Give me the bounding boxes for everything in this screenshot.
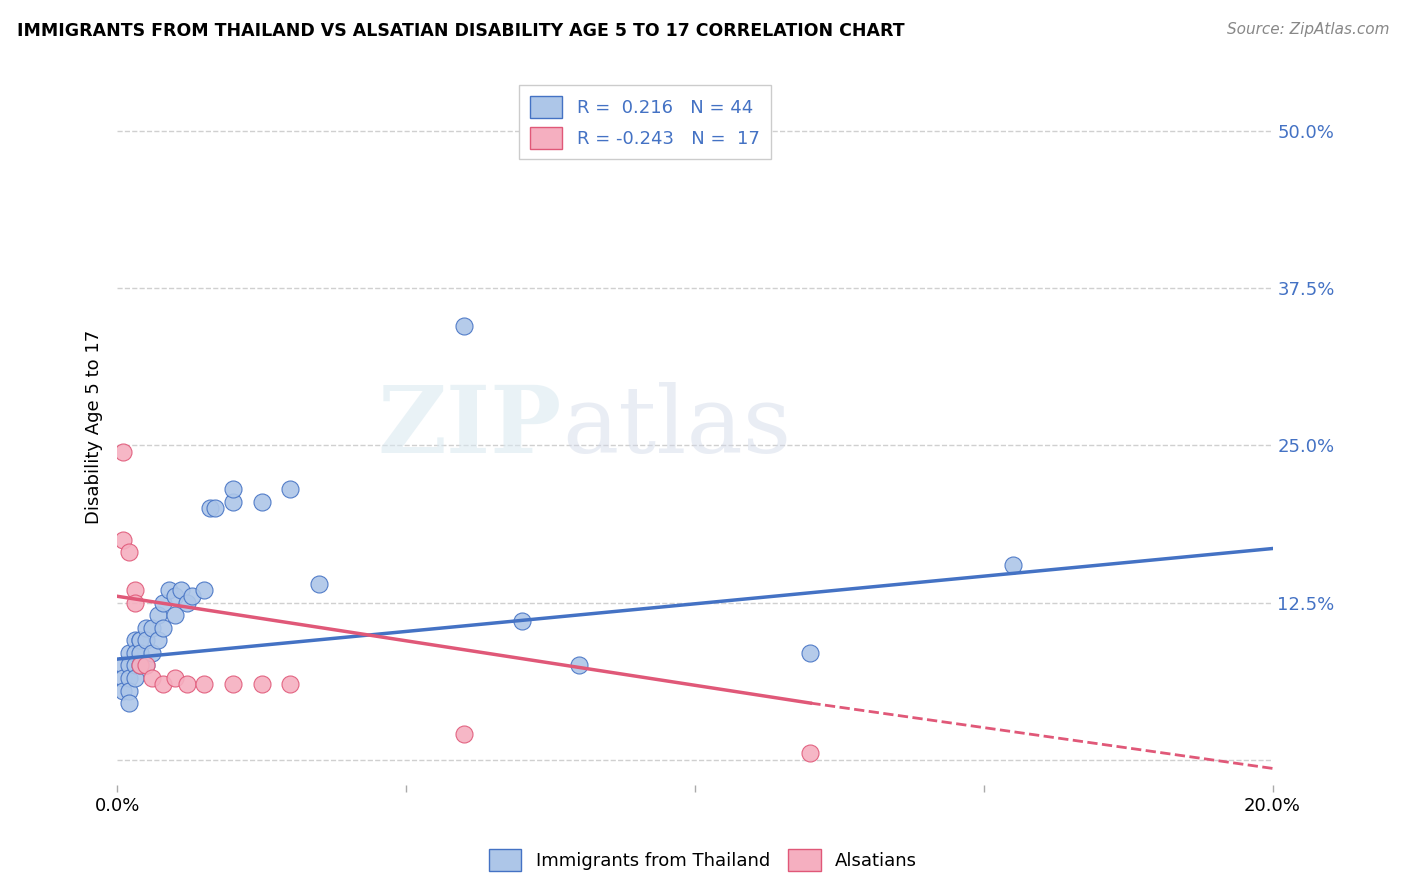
Text: ZIP: ZIP <box>378 382 562 472</box>
Point <box>118 646 141 660</box>
Point <box>129 658 152 673</box>
Point <box>157 582 180 597</box>
Point <box>152 677 174 691</box>
Point <box>176 677 198 691</box>
Point <box>118 696 141 710</box>
Point <box>146 608 169 623</box>
Point <box>193 582 215 597</box>
Point <box>510 615 533 629</box>
Point <box>453 727 475 741</box>
Point <box>124 596 146 610</box>
Point <box>129 646 152 660</box>
Point <box>135 658 157 673</box>
Point <box>170 582 193 597</box>
Point <box>222 677 245 691</box>
Legend: Immigrants from Thailand, Alsatians: Immigrants from Thailand, Alsatians <box>482 842 924 879</box>
Point <box>1001 558 1024 572</box>
Point <box>111 683 134 698</box>
Point <box>250 495 273 509</box>
Point <box>453 319 475 334</box>
Point <box>799 646 821 660</box>
Point <box>135 658 157 673</box>
Point <box>204 501 226 516</box>
Point <box>141 671 163 685</box>
Point <box>111 671 134 685</box>
Point <box>118 671 141 685</box>
Point <box>141 621 163 635</box>
Point <box>176 596 198 610</box>
Point <box>118 545 141 559</box>
Point <box>118 658 141 673</box>
Point <box>222 495 245 509</box>
Point <box>141 646 163 660</box>
Point <box>124 671 146 685</box>
Point <box>129 658 152 673</box>
Point <box>280 677 302 691</box>
Point <box>222 483 245 497</box>
Point <box>129 633 152 648</box>
Point <box>111 533 134 547</box>
Text: IMMIGRANTS FROM THAILAND VS ALSATIAN DISABILITY AGE 5 TO 17 CORRELATION CHART: IMMIGRANTS FROM THAILAND VS ALSATIAN DIS… <box>17 22 904 40</box>
Point <box>280 483 302 497</box>
Point <box>193 677 215 691</box>
Point <box>568 658 591 673</box>
Point <box>111 444 134 458</box>
Point <box>152 621 174 635</box>
Point <box>135 621 157 635</box>
Point <box>124 633 146 648</box>
Point <box>799 747 821 761</box>
Text: atlas: atlas <box>562 382 792 472</box>
Point <box>163 671 186 685</box>
Point <box>135 633 157 648</box>
Point <box>250 677 273 691</box>
Point <box>111 658 134 673</box>
Point <box>146 633 169 648</box>
Point <box>163 589 186 603</box>
Point <box>124 658 146 673</box>
Point <box>198 501 221 516</box>
Point <box>124 582 146 597</box>
Y-axis label: Disability Age 5 to 17: Disability Age 5 to 17 <box>86 329 103 524</box>
Point <box>308 576 330 591</box>
Point <box>163 608 186 623</box>
Text: Source: ZipAtlas.com: Source: ZipAtlas.com <box>1226 22 1389 37</box>
Point <box>129 633 152 648</box>
Legend: R =  0.216   N = 44, R = -0.243   N =  17: R = 0.216 N = 44, R = -0.243 N = 17 <box>519 85 770 160</box>
Point <box>152 596 174 610</box>
Point <box>181 589 204 603</box>
Point <box>118 683 141 698</box>
Point <box>124 646 146 660</box>
